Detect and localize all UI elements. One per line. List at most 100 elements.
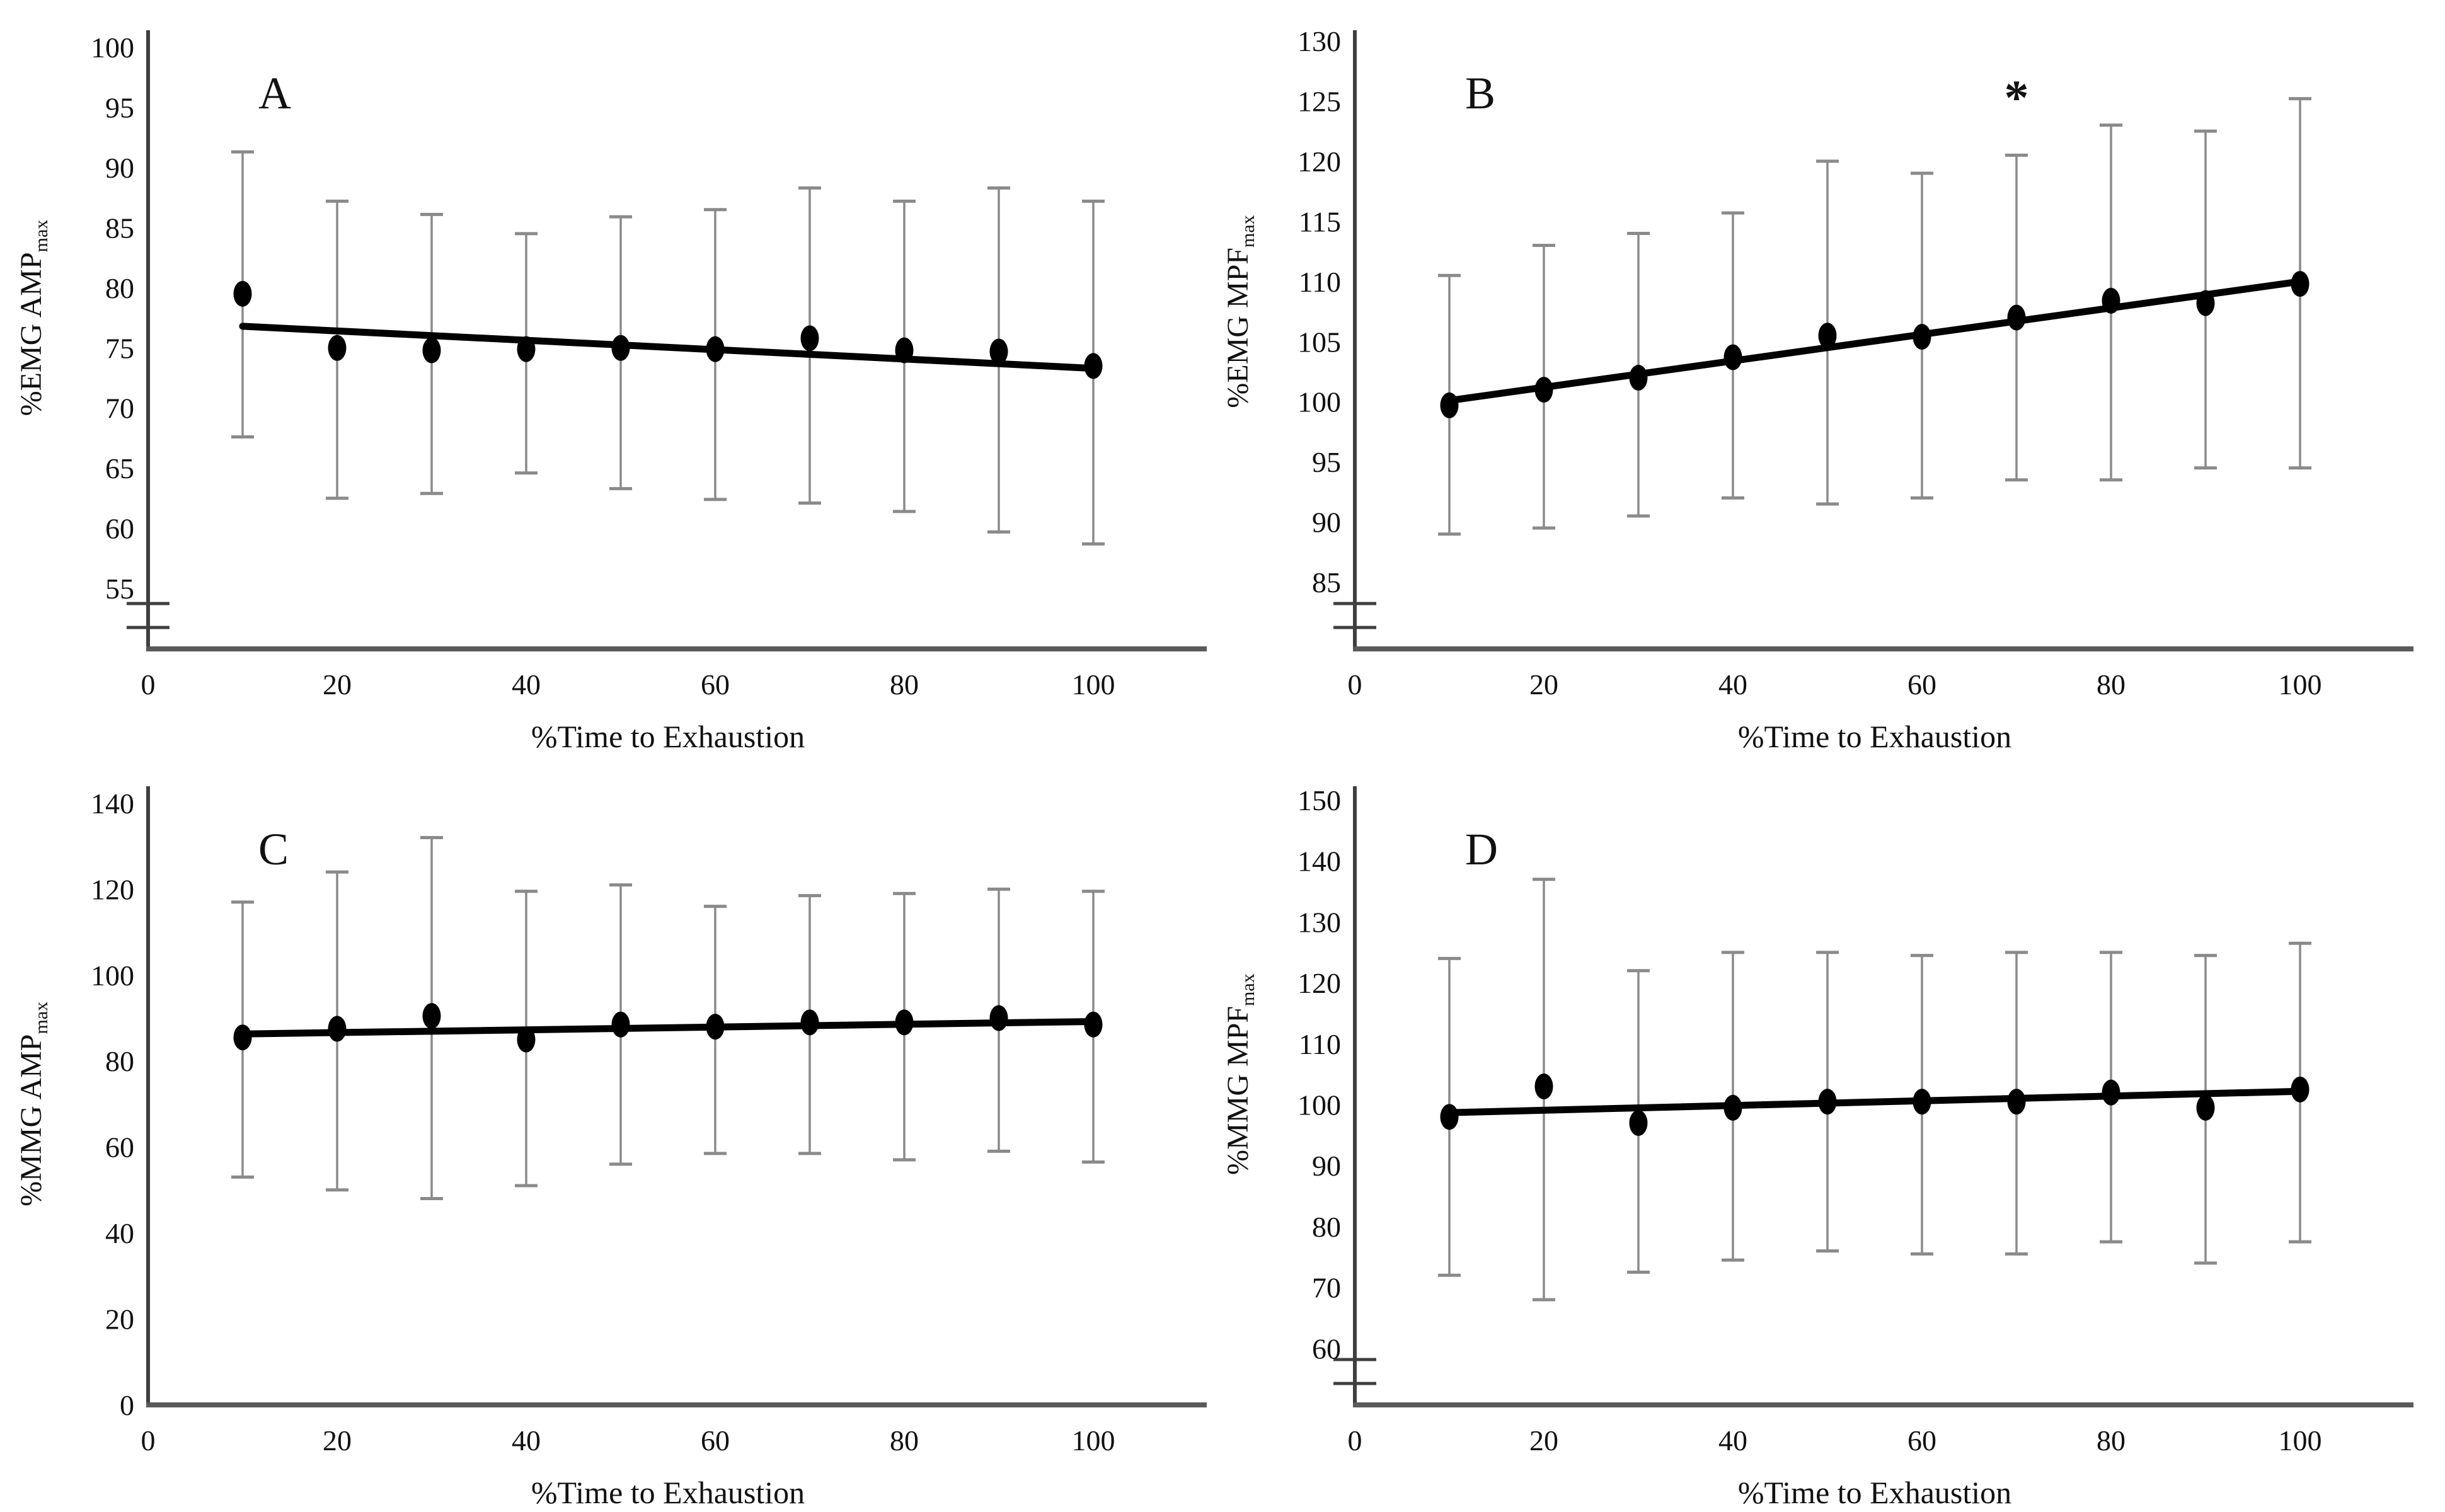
y-tick-label: 120 [91,873,134,905]
data-point [2196,290,2215,316]
y-tick-label: 65 [105,452,134,484]
y-tick-label: 20 [105,1303,134,1335]
x-tick-label: 80 [890,1424,919,1457]
data-point [1723,1094,1742,1121]
y-tick-label: 40 [105,1217,134,1249]
x-tick-label: 0 [1348,668,1362,701]
x-tick-label: 40 [1718,668,1747,701]
y-tick-label: 60 [1312,1332,1341,1365]
error-bars [1438,878,2311,1302]
x-tick-label: 80 [2097,668,2126,701]
x-tick-label: 20 [323,668,352,701]
x-tick-label: 60 [1907,1424,1936,1457]
data-point [2102,287,2120,314]
y-tick-label: 100 [91,32,134,64]
data-point [989,338,1008,365]
y-tick-label: 90 [1312,507,1341,539]
y-tick-label: 70 [1312,1272,1341,1304]
x-tick-label: 0 [141,1424,156,1457]
data-point [706,1014,725,1040]
y-tick-label: 140 [1297,845,1341,878]
panel-A-chart: 55 60 65 70 75 80 85 90 95 100 0 20 40 60 80 100 %Time t… [14,30,1207,754]
x-tick-label: 80 [890,668,919,701]
y-tick-label: 105 [1297,326,1341,358]
x-tick-label: 0 [141,668,156,701]
data-point [2291,1076,2310,1102]
y-tick-label: 115 [1299,205,1341,238]
x-tick-label: 60 [1907,668,1936,701]
y-tick-label: 70 [105,392,134,425]
data-point [517,336,536,362]
x-tick-label: 60 [701,1424,730,1457]
x-tick-label: 20 [1529,1424,1558,1457]
y-tick-label: 75 [105,332,134,364]
x-tick-label: 100 [2279,1424,2322,1457]
error-bars [231,836,1105,1200]
x-tick-label: 20 [1529,668,1558,701]
data-point [1534,377,1553,403]
trend-line [1446,1087,2304,1116]
x-axis-title: %Time to Exhaustion [1738,719,2011,754]
y-tick-label: 140 [91,788,134,820]
data-point [1084,1011,1103,1038]
y-tick-label: 80 [1312,1211,1341,1243]
data-points [1440,271,2310,418]
panel-C-chart: 0 20 40 60 80 100 120 140 0 20 40 60 80 100 %Time to E… [14,786,1207,1510]
data-point [2007,1089,2026,1115]
y-axis-title: %EMG MPFmax [1222,215,1258,408]
x-tick-label: 20 [323,1424,352,1457]
y-axis-title: %MMG MPFmax [1222,973,1258,1175]
x-axis-title: %Time to Exhaustion [531,719,805,754]
y-tick-label: 0 [120,1389,134,1421]
x-tick-label: 80 [2097,1424,2126,1457]
data-point [1913,1089,1931,1115]
data-point [2007,304,2026,331]
data-points [233,1003,1103,1053]
y-tick-label: 85 [105,212,134,244]
panel-B-chart: 85 90 95 100 105 110 115 120 125 130 0 20 40 60 80 100%… [1222,25,2413,754]
data-point [1913,324,1931,350]
data-point [706,336,725,362]
y-tick-label: 90 [105,152,134,184]
data-point [233,280,252,307]
data-point [895,337,914,364]
x-tick-label: 40 [1718,1424,1747,1457]
x-axis-title: %Time to Exhaustion [1738,1475,2011,1510]
panel-letter: C [258,824,289,874]
y-tick-label: 95 [1312,446,1341,478]
trend-line [1446,278,2304,404]
y-tick-label: 80 [105,272,134,304]
y-tick-label: 90 [1312,1150,1341,1182]
data-point [517,1026,536,1053]
data-point [1440,1104,1459,1130]
y-tick-label: 130 [1297,906,1341,938]
y-tick-label: 110 [1299,266,1341,298]
data-point [1818,323,1837,349]
data-point [2102,1079,2120,1106]
panel-C: 0 20 40 60 80 100 120 140 0 20 40 60 80 100 %Time to E… [0,756,1222,1512]
x-tick-label: 100 [1072,668,1115,701]
trend-line [239,323,1097,372]
y-tick-label: 130 [1297,25,1341,57]
panel-letter: A [258,68,291,118]
data-points [1440,1073,2310,1137]
y-tick-label: 100 [1297,1089,1341,1121]
data-point [989,1005,1008,1031]
significance-asterisk: * [2005,70,2029,125]
panel-D: 60 70 80 90 100 110 120 130 140 150 0 20 40 60 80 100 %T… [1222,756,2445,1512]
panel-letter: D [1465,824,1498,874]
data-point [422,1003,441,1029]
y-tick-label: 120 [1297,967,1341,999]
x-tick-label: 100 [2279,668,2322,701]
data-point [1818,1089,1837,1115]
y-tick-label: 100 [1297,386,1341,418]
panel-A: 55 60 65 70 75 80 85 90 95 100 0 20 40 60 80 100 %Time t… [0,0,1222,756]
x-tick-label: 40 [512,1424,541,1457]
panel-B: 85 90 95 100 105 110 115 120 125 130 0 20 40 60 80 100%… [1222,0,2445,756]
y-tick-label: 80 [105,1045,134,1077]
data-point [328,335,347,361]
x-tick-label: 60 [701,668,730,701]
data-point [611,335,630,361]
y-axis-title: %MMG AMPmax [14,1002,52,1206]
